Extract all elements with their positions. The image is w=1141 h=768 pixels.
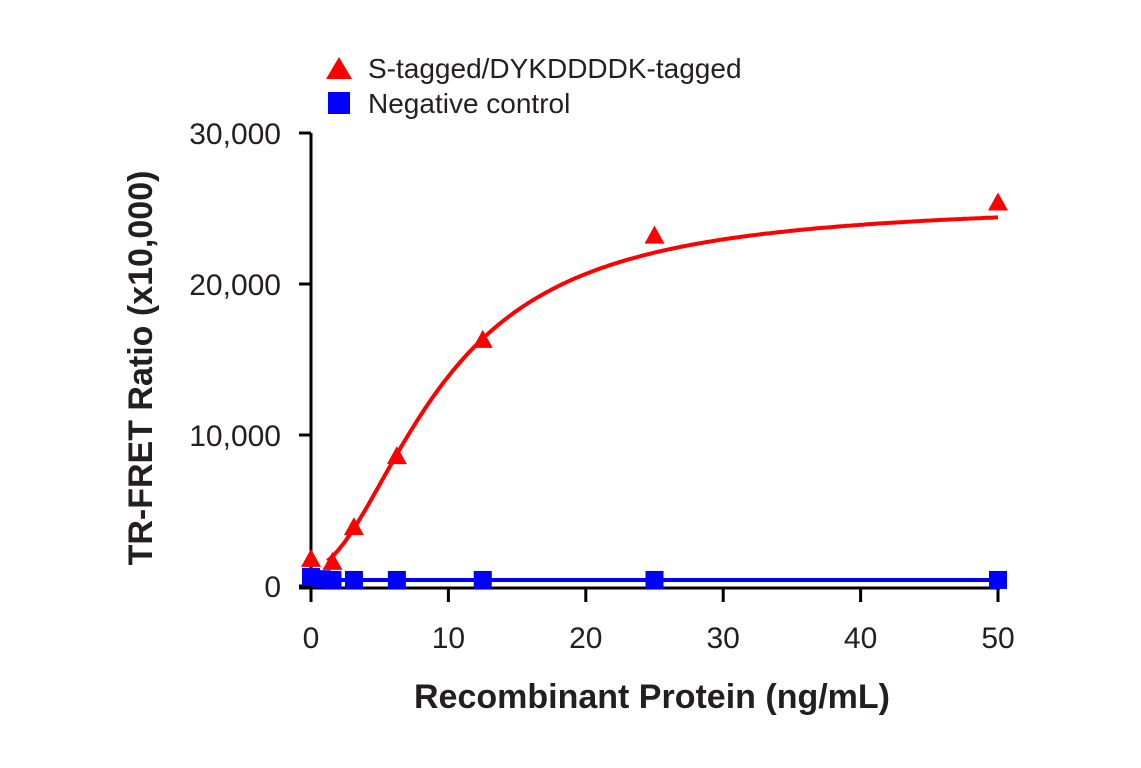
x-axis-title: Recombinant Protein (ng/mL) (414, 678, 890, 716)
data-point-negative-control (645, 570, 664, 589)
x-tick-label: 50 (981, 622, 1014, 655)
curves (311, 215, 999, 582)
data-point-s-tagged (343, 517, 364, 536)
fit-curve-s-tagged (326, 215, 999, 563)
legend: S-tagged/DYKDDDDK-tagged Negative contro… (326, 53, 742, 119)
axes (299, 131, 1000, 602)
legend-marker-triangle (326, 57, 352, 79)
data-point-s-tagged (322, 551, 343, 570)
x-tick-label: 0 (303, 622, 320, 655)
tick-labels: 0 10,000 20,000 30,000 0 10 20 30 40 50 (189, 118, 1014, 655)
data-point-s-tagged (301, 548, 321, 567)
data-point-s-tagged (386, 446, 407, 465)
y-tick-label: 10,000 (189, 420, 281, 453)
data-point-negative-control (344, 570, 363, 589)
data-point-negative-control (989, 570, 1007, 589)
data-point-s-tagged (644, 225, 665, 244)
data-point-negative-control (387, 570, 406, 589)
marks (301, 192, 1008, 589)
x-tick-label: 20 (569, 622, 602, 655)
data-point-s-tagged (472, 329, 493, 348)
y-tick-label: 30,000 (189, 118, 281, 151)
x-tick-label: 10 (432, 622, 465, 655)
data-point-negative-control (473, 570, 492, 589)
y-tick-label: 20,000 (189, 269, 281, 302)
x-tick-label: 40 (844, 622, 877, 655)
legend-label-s-tagged: S-tagged/DYKDDDDK-tagged (368, 53, 742, 84)
data-point-negative-control (323, 570, 342, 589)
y-axis-title: TR-FRET Ratio (x10,000) (122, 171, 160, 566)
data-point-s-tagged (988, 192, 1008, 211)
legend-marker-square (328, 92, 350, 114)
legend-label-negative-control: Negative control (368, 88, 570, 119)
y-tick-label: 0 (264, 571, 281, 604)
x-tick-label: 30 (707, 622, 740, 655)
